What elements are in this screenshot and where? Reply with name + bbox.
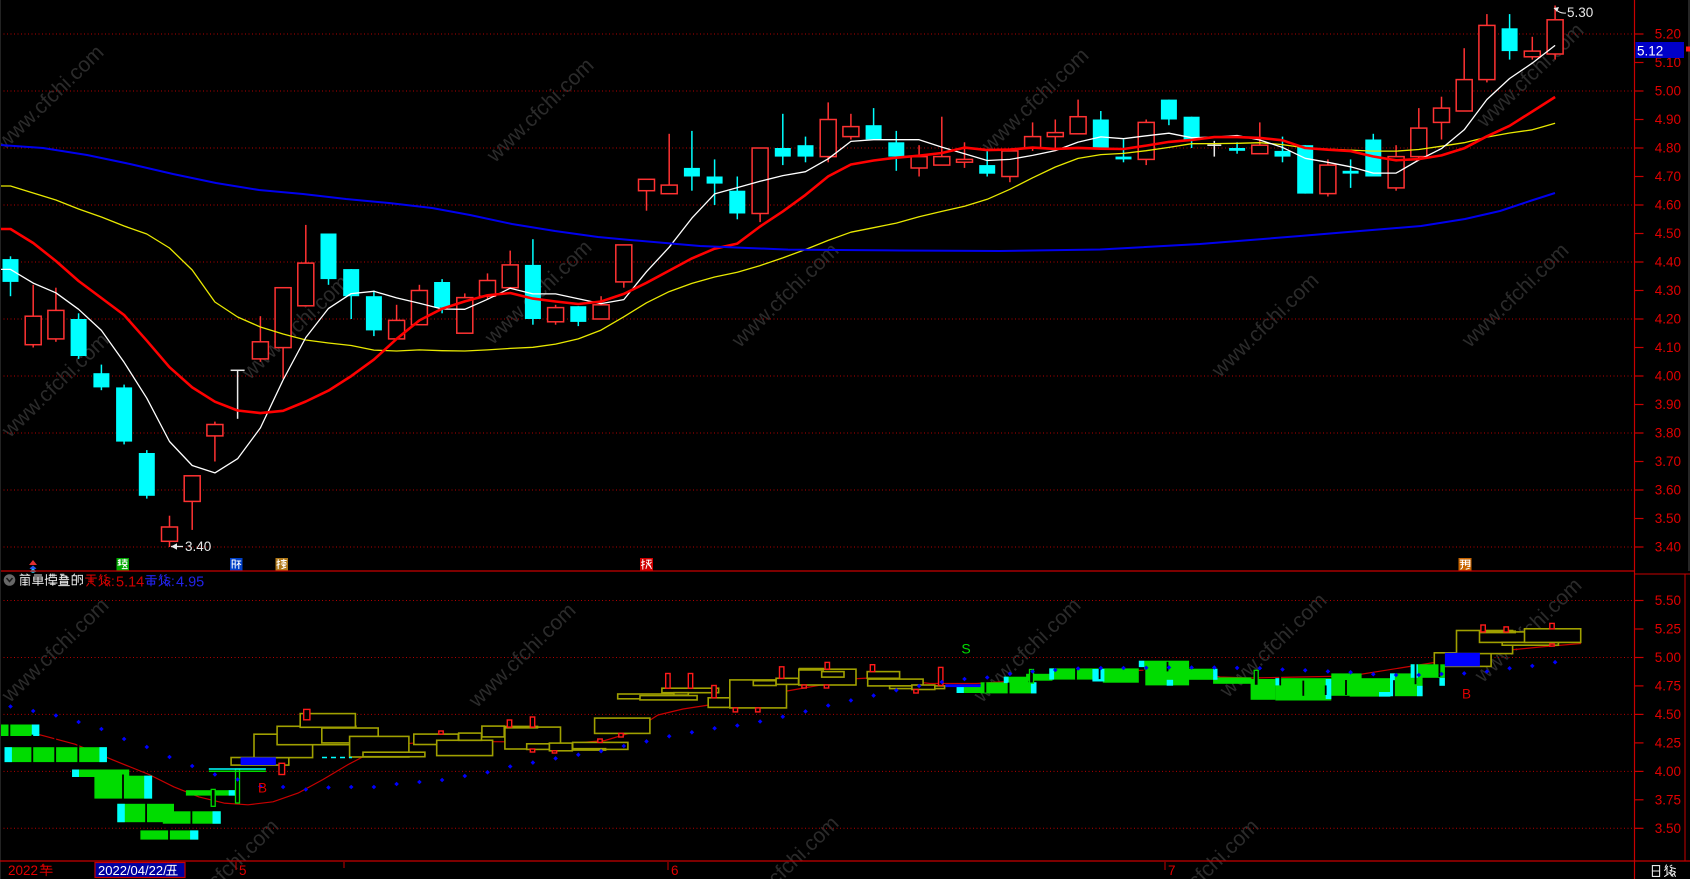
svg-text:4.60: 4.60: [1655, 198, 1681, 213]
svg-text:4.50: 4.50: [1655, 707, 1681, 722]
svg-text:5.12: 5.12: [1637, 44, 1663, 59]
svg-text::: :: [171, 574, 175, 589]
svg-text:5.50: 5.50: [1655, 593, 1681, 608]
svg-text:5.00: 5.00: [1655, 84, 1681, 99]
svg-text:4.95: 4.95: [176, 575, 204, 591]
svg-text:4.30: 4.30: [1655, 283, 1681, 298]
svg-text:7: 7: [1168, 863, 1176, 878]
svg-text:3.40: 3.40: [185, 539, 211, 554]
svg-text:5: 5: [239, 863, 247, 878]
svg-text:3.90: 3.90: [1655, 397, 1681, 412]
svg-text:S: S: [961, 641, 970, 657]
svg-text:4.20: 4.20: [1655, 312, 1681, 327]
svg-text:B: B: [1462, 687, 1471, 702]
svg-text:4.00: 4.00: [1655, 764, 1681, 779]
svg-text:5.25: 5.25: [1655, 622, 1681, 637]
svg-text:3.75: 3.75: [1655, 792, 1681, 807]
svg-text:2022: 2022: [8, 863, 38, 878]
svg-text:5.10: 5.10: [1655, 55, 1681, 70]
svg-text:5.00: 5.00: [1655, 650, 1681, 665]
svg-text:4.10: 4.10: [1655, 340, 1681, 355]
svg-text:3.70: 3.70: [1655, 454, 1681, 469]
svg-text:4.75: 4.75: [1655, 678, 1681, 693]
svg-text:3.50: 3.50: [1655, 511, 1681, 526]
svg-text:4.80: 4.80: [1655, 141, 1681, 156]
svg-text:4.70: 4.70: [1655, 169, 1681, 184]
svg-text:4.40: 4.40: [1655, 255, 1681, 270]
svg-text:5.30: 5.30: [1567, 5, 1593, 20]
svg-text:3.60: 3.60: [1655, 483, 1681, 498]
svg-text:4.50: 4.50: [1655, 226, 1681, 241]
svg-text:5.14: 5.14: [116, 575, 144, 591]
svg-text:4.00: 4.00: [1655, 369, 1681, 384]
svg-text:B: B: [258, 781, 267, 796]
svg-text:3.40: 3.40: [1655, 540, 1681, 555]
svg-text:4.90: 4.90: [1655, 112, 1681, 127]
svg-text:2022/04/22/: 2022/04/22/: [98, 863, 167, 878]
svg-text:3.80: 3.80: [1655, 426, 1681, 441]
svg-text:4.25: 4.25: [1655, 735, 1681, 750]
svg-text:6: 6: [671, 863, 679, 878]
svg-text:5.20: 5.20: [1655, 27, 1681, 42]
svg-text:3.50: 3.50: [1655, 821, 1681, 836]
svg-text::: :: [111, 574, 115, 589]
